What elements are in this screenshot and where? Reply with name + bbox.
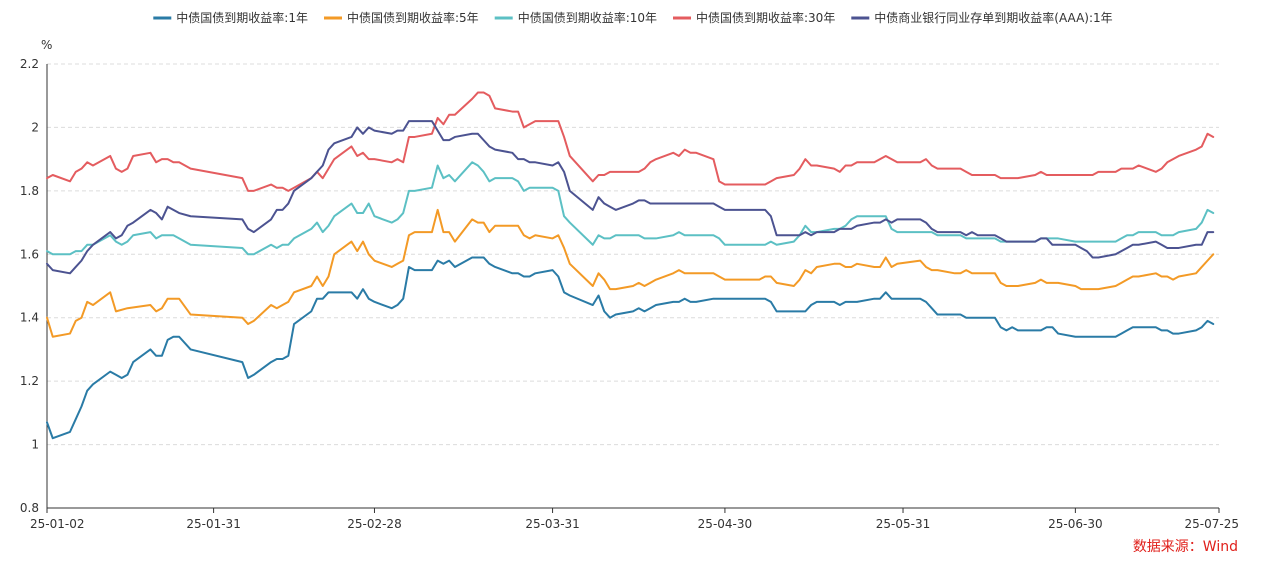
- legend-item-1[interactable]: 中债国债到期收益率:1年: [153, 10, 308, 25]
- series-line-4: [46, 91, 1215, 192]
- legend-label: 中债商业银行同业存单到期收益率(AAA):1年: [874, 10, 1112, 25]
- x-tick-label: 25-07-25: [1185, 517, 1239, 531]
- series-line-1: [46, 256, 1215, 440]
- legend-item-4[interactable]: 中债国债到期收益率:30年: [673, 10, 835, 25]
- legend-item-3[interactable]: 中债国债到期收益率:10年: [494, 10, 657, 25]
- series-line-5: [46, 120, 1215, 275]
- grid-lines: [47, 63, 1219, 446]
- y-tick-label: 1.8: [20, 184, 39, 198]
- legend-label: 中债国债到期收益率:5年: [347, 10, 479, 25]
- y-tick-label: 1.6: [20, 247, 39, 261]
- y-tick-label: 2: [31, 120, 39, 134]
- y-tick-label: 1: [31, 438, 39, 452]
- legend-item-5[interactable]: 中债商业银行同业存单到期收益率(AAA):1年: [851, 10, 1113, 25]
- series-line-2: [46, 208, 1215, 338]
- y-axis: 0.8 1 1.2 1.4 1.6 1.8 2 2.2: [20, 57, 48, 515]
- x-tick-label: 25-01-31: [186, 517, 240, 531]
- x-tick-label: 25-05-31: [876, 517, 930, 531]
- y-axis-unit-label: %: [41, 38, 52, 52]
- y-tick-label: 2.2: [20, 57, 39, 71]
- legend-label: 中债国债到期收益率:30年: [696, 10, 835, 25]
- x-tick-label: 25-01-02: [30, 517, 84, 531]
- y-tick-label: 1.4: [20, 311, 39, 325]
- legend-item-2[interactable]: 中债国债到期收益率:5年: [324, 10, 479, 25]
- legend: 中债国债到期收益率:1年 中债国债到期收益率:5年 中债国债到期收益率:10年 中债国…: [153, 10, 1113, 25]
- y-tick-label: 0.8: [20, 501, 39, 515]
- x-tick-label: 25-04-30: [698, 517, 752, 531]
- x-axis: 25-01-02 25-01-31 25-02-28 25-03-31 25-04-30…: [30, 507, 1239, 531]
- x-tick-label: 25-03-31: [525, 517, 579, 531]
- legend-label: 中债国债到期收益率:1年: [176, 10, 308, 25]
- x-tick-label: 25-02-28: [347, 517, 401, 531]
- legend-label: 中债国债到期收益率:10年: [518, 10, 657, 25]
- y-tick-label: 1.2: [20, 374, 39, 388]
- x-tick-label: 25-06-30: [1048, 517, 1102, 531]
- data-source-label: 数据来源：Wind: [1133, 539, 1238, 555]
- series-lines: [46, 91, 1215, 440]
